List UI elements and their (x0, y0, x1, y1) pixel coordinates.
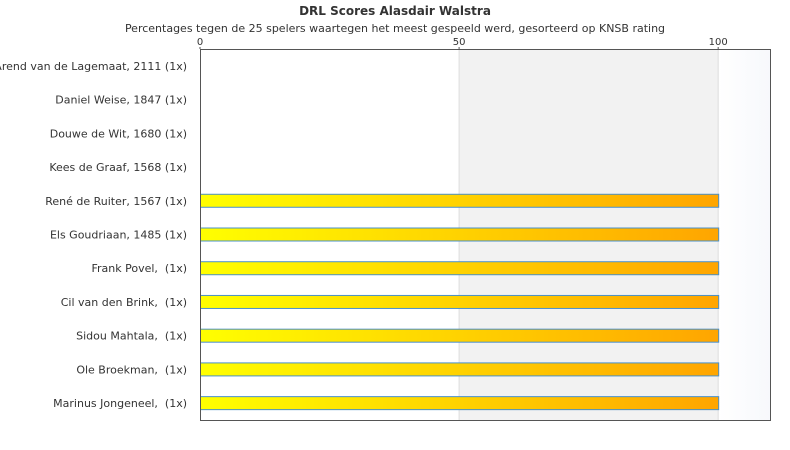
y-category-label: Sidou Mahtala, (1x) (76, 330, 187, 343)
plot-band (718, 49, 770, 420)
bar (200, 396, 720, 411)
plot-border (200, 49, 771, 421)
bar (200, 362, 720, 377)
chart-title: DRL Scores Alasdair Walstra (299, 4, 491, 18)
y-category-label: Arend van de Lagemaat, 2111 (1x) (0, 60, 187, 73)
x-tick-label: 100 (709, 37, 728, 48)
y-category-label: Frank Povel, (1x) (91, 262, 187, 275)
y-category-label: Douwe de Wit, 1680 (1x) (50, 127, 187, 140)
y-category-label: Daniel Weise, 1847 (1x) (55, 94, 187, 107)
y-category-label: Els Goudriaan, 1485 (1x) (50, 229, 187, 242)
y-category-label: René de Ruiter, 1567 (1x) (45, 195, 187, 208)
y-axis-labels: Arend van de Lagemaat, 2111 (1x) Daniel W… (0, 60, 187, 410)
y-category-label: Ole Broekman, (1x) (76, 363, 187, 376)
bar (200, 193, 720, 208)
y-category-label: Cil van den Brink, (1x) (61, 296, 187, 309)
bars (200, 193, 720, 411)
x-axis-ticks: 0 50 100 (197, 37, 728, 49)
bar (200, 294, 720, 309)
bar (200, 328, 720, 343)
y-category-label: Marinus Jongeneel, (1x) (53, 397, 187, 410)
x-tick-label: 50 (453, 37, 466, 48)
bar (200, 261, 720, 276)
bar (200, 227, 720, 242)
x-tick-label: 0 (197, 37, 203, 48)
y-category-label: Kees de Graaf, 1568 (1x) (49, 161, 187, 174)
chart-subtitle: Percentages tegen de 25 spelers waartege… (124, 22, 666, 35)
